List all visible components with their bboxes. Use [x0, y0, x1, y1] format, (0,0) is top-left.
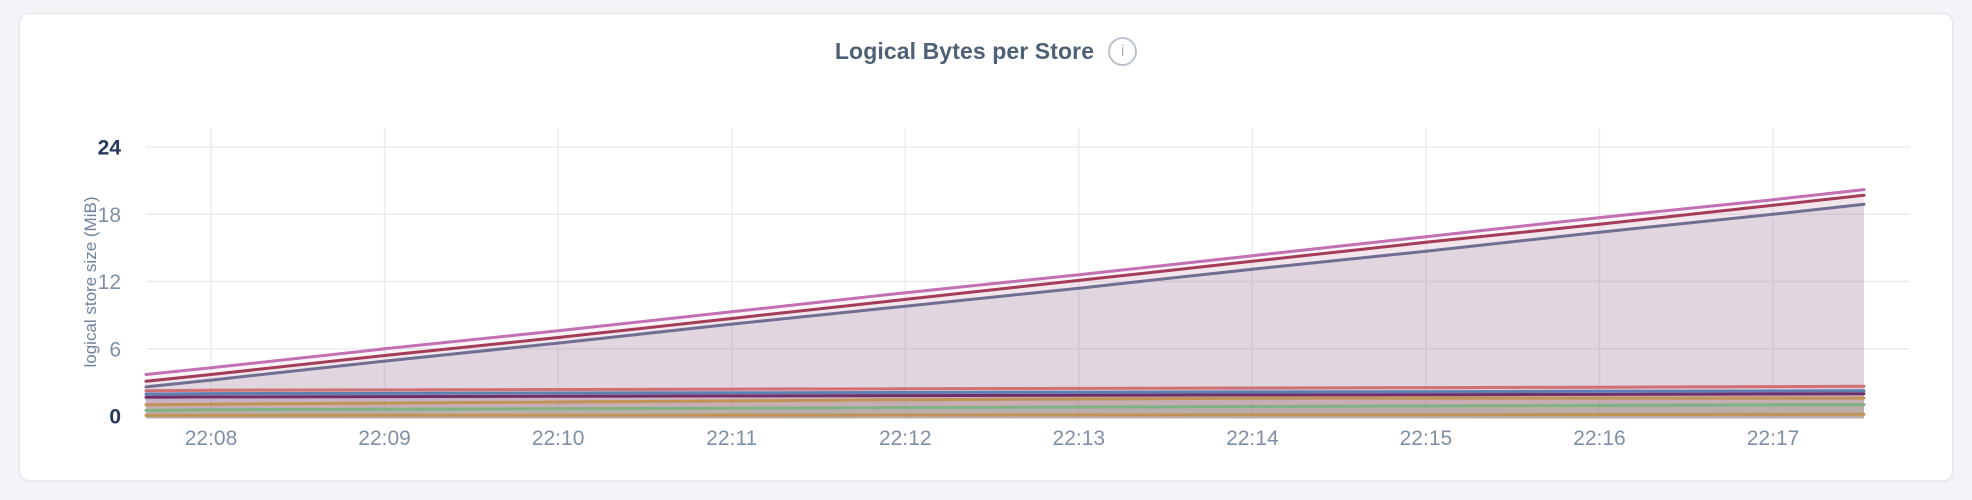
- series-dark-magenta-line: [144, 392, 1866, 399]
- y-axis-title: logical store size (MiB): [81, 197, 100, 368]
- x-tick-label: 22:13: [1053, 427, 1106, 450]
- x-tick-label: 22:08: [185, 427, 238, 450]
- series-slate-line: [144, 202, 1866, 389]
- x-tick-label: 22:15: [1400, 427, 1453, 450]
- series-orchid-line: [144, 188, 1866, 376]
- series-gold-low-line: [144, 412, 1866, 417]
- series-green-line: [144, 403, 1866, 412]
- x-tick-label: 22:14: [1226, 427, 1279, 450]
- chart-card: 24 18 12 6 0 22:08 22:09 22:10 22:11 22:12 22:13 22…: [19, 13, 1953, 481]
- x-tick-label: 22:11: [706, 427, 757, 450]
- series-orchid-area: [146, 189, 1864, 419]
- y-tick-label: 24: [98, 137, 122, 160]
- series-steel-blue-line: [144, 389, 1866, 396]
- x-tick-label: 22:09: [358, 427, 411, 450]
- y-tick-label: 6: [109, 338, 121, 361]
- x-tick-label: 22:16: [1573, 427, 1626, 450]
- x-tick-label: 22:17: [1747, 427, 1800, 450]
- y-tick-label: 12: [98, 271, 121, 294]
- chart-canvas: 24 18 12 6 0 22:08 22:09 22:10 22:11 22:12 22:13 22…: [81, 128, 1910, 450]
- chart-title: Logical Bytes per Store: [834, 37, 1095, 64]
- series-crimson-line: [144, 193, 1866, 383]
- series-gold-line: [144, 396, 1866, 407]
- x-tick-label: 22:10: [532, 427, 585, 450]
- y-tick-label: 0: [109, 406, 121, 429]
- chart-header: Logical Bytes per Store i: [20, 14, 1952, 88]
- series-salmon-line: [144, 384, 1866, 393]
- x-tick-label: 22:12: [879, 427, 932, 450]
- series-slate-area: [146, 204, 1864, 419]
- info-icon[interactable]: i: [1108, 36, 1138, 66]
- y-tick-label: 18: [98, 204, 121, 227]
